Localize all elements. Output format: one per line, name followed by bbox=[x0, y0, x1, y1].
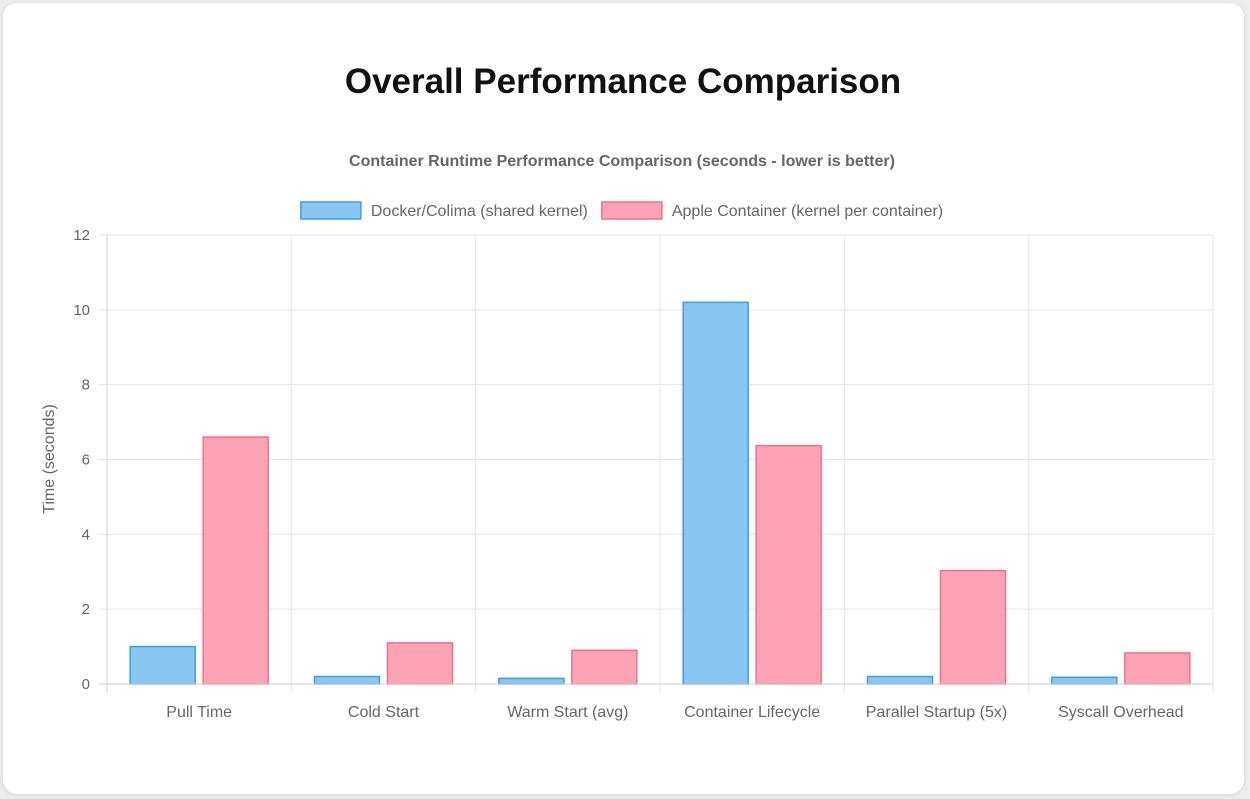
x-tick-label: Warm Start (avg) bbox=[507, 704, 628, 721]
chart-title: Container Runtime Performance Comparison… bbox=[349, 153, 895, 170]
bar-apple-2[interactable] bbox=[571, 649, 638, 685]
y-axis-label: Time (seconds) bbox=[41, 404, 58, 514]
y-tick-label: 2 bbox=[82, 601, 90, 618]
legend-label-docker[interactable]: Docker/Colima (shared kernel) bbox=[371, 203, 588, 220]
y-tick-label: 0 bbox=[82, 676, 90, 693]
y-tick-label: 12 bbox=[73, 227, 90, 244]
bar-docker-0[interactable] bbox=[129, 645, 196, 685]
y-tick-label: 8 bbox=[82, 377, 90, 394]
bar-apple-5[interactable] bbox=[1124, 652, 1191, 685]
y-tick-label: 6 bbox=[82, 452, 90, 469]
chart-axes bbox=[99, 235, 1213, 692]
bar-docker-2[interactable] bbox=[498, 677, 565, 685]
chart-legend: Docker/Colima (shared kernel) Apple Conta… bbox=[300, 201, 943, 220]
bar-docker-4[interactable] bbox=[866, 675, 934, 685]
legend-swatch-docker[interactable] bbox=[300, 201, 362, 220]
bar-apple-0[interactable] bbox=[202, 436, 269, 685]
chart-bars bbox=[129, 301, 1191, 685]
page-title: Overall Performance Comparison bbox=[344, 62, 902, 101]
y-tick-label: 4 bbox=[82, 526, 90, 543]
legend-label-apple[interactable]: Apple Container (kernel per container) bbox=[672, 203, 943, 220]
x-tick-label: Cold Start bbox=[348, 704, 420, 721]
legend-swatch-apple[interactable] bbox=[601, 201, 663, 220]
bar-docker-5[interactable] bbox=[1051, 676, 1118, 685]
bar-apple-1[interactable] bbox=[386, 642, 454, 685]
bar-apple-3[interactable] bbox=[755, 444, 822, 685]
chart-tick-labels: 0 2 4 6 8 10 12 Pull Time Cold Start Warm Start (… bbox=[73, 227, 1183, 721]
x-tick-label: Container Lifecycle bbox=[684, 704, 820, 721]
bar-apple-4[interactable] bbox=[939, 569, 1007, 685]
x-tick-label: Syscall Overhead bbox=[1058, 704, 1183, 721]
x-tick-label: Pull Time bbox=[166, 704, 232, 721]
x-tick-label: Parallel Startup (5x) bbox=[866, 704, 1007, 721]
bar-docker-1[interactable] bbox=[313, 675, 381, 685]
y-tick-label: 10 bbox=[73, 302, 90, 319]
bar-docker-3[interactable] bbox=[682, 301, 749, 685]
